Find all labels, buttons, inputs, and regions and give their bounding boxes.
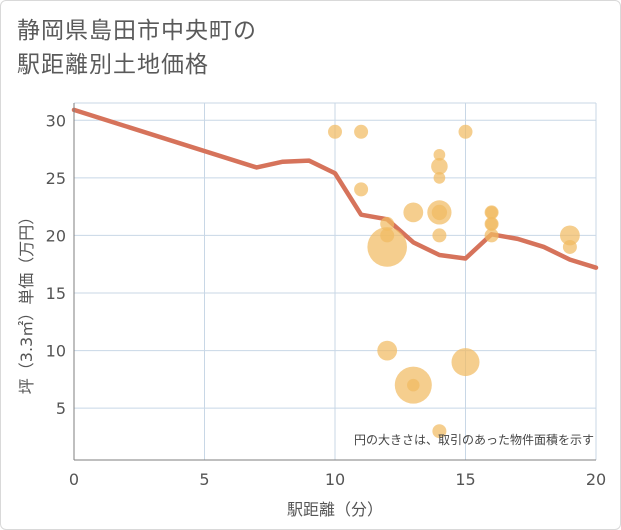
data-bubble (431, 158, 448, 175)
data-bubble (380, 216, 395, 231)
data-bubble (458, 124, 473, 139)
y-tick-label: 25 (46, 169, 66, 188)
y-tick-label: 10 (46, 342, 66, 361)
data-bubble (367, 227, 407, 267)
x-tick-label: 0 (69, 470, 79, 489)
average-price-line (71, 107, 599, 270)
data-bubble (407, 378, 420, 392)
data-bubble (562, 239, 577, 254)
y-tick-label: 5 (56, 399, 66, 418)
x-tick-label: 5 (199, 470, 209, 489)
data-bubble (328, 124, 342, 139)
data-bubble (485, 217, 498, 231)
data-bubble (433, 171, 446, 184)
text-layer: 0 5 10 15 20 5 10 15 20 25 30 駅距離（分） 坪（3.3㎡）単価（万円） 円の… (17, 111, 606, 519)
y-tick-label: 30 (46, 111, 66, 130)
data-bubble (560, 225, 580, 246)
x-tick-label: 15 (455, 470, 475, 489)
grid-layer (74, 102, 597, 460)
chart-title-line-2: 駅距離別土地価格 (17, 52, 209, 78)
data-bubble (432, 228, 447, 243)
data-bubble (485, 206, 498, 219)
data-bubble (433, 148, 446, 161)
x-axis-title: 駅距離（分） (287, 500, 383, 519)
data-bubble (432, 424, 447, 439)
data-bubble (431, 204, 448, 221)
y-axis-title: 坪（3.3㎡）単価（万円） (17, 209, 36, 394)
data-bubble (451, 348, 480, 377)
x-tick-label: 20 (586, 470, 606, 489)
line-layer (71, 107, 599, 270)
data-bubble (354, 124, 369, 139)
data-bubble (377, 340, 398, 361)
data-bubble (354, 182, 369, 197)
y-tick-label: 20 (46, 226, 66, 245)
chart-title: 静岡県島田市中央町の 駅距離別土地価格 (17, 14, 257, 82)
data-bubble (380, 228, 395, 243)
data-bubble (484, 228, 499, 243)
bubble-size-note: 円の大きさは、取引のあった物件面積を示す (354, 432, 594, 447)
bubble-layer (328, 124, 580, 439)
chart-title-line-1: 静岡県島田市中央町の (17, 18, 257, 44)
y-tick-label: 15 (46, 284, 66, 303)
axis-layer (73, 103, 596, 461)
x-tick-label: 10 (325, 470, 345, 489)
data-bubble (403, 202, 424, 223)
